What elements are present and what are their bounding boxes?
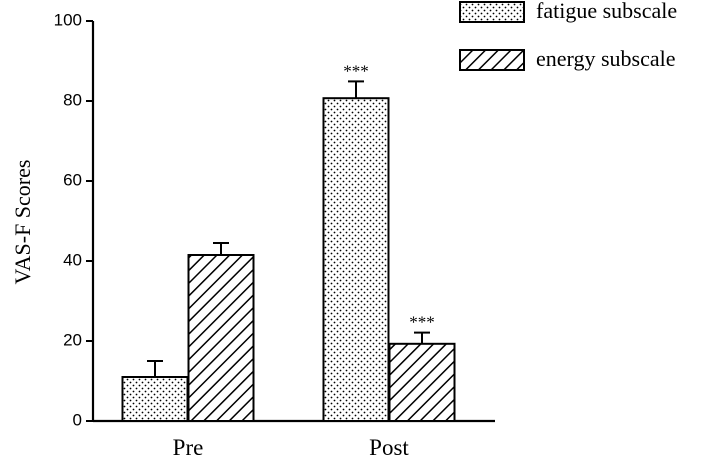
x-categories: Pre Post (173, 435, 410, 460)
bars: *** *** (121, 61, 456, 422)
legend: fatigue subscale energy subscale (459, 0, 677, 71)
significance-marker: *** (409, 313, 435, 332)
x-category-label: Pre (173, 435, 204, 460)
y-tick-label: 80 (63, 90, 82, 109)
legend-swatch (459, 1, 525, 23)
y-tick-label: 20 (63, 330, 82, 349)
y-tick-label: 60 (63, 170, 82, 189)
x-category-label: Post (369, 435, 409, 460)
y-tick-label: 100 (54, 10, 82, 29)
bar-fatigue-post (322, 97, 390, 422)
legend-swatch (459, 49, 525, 71)
y-tick-label: 0 (73, 410, 82, 429)
y-ticks: 0 20 40 60 80 100 (54, 10, 93, 429)
y-tick-label: 40 (63, 250, 82, 269)
bar-energy-post (388, 342, 456, 422)
legend-label: energy subscale (536, 46, 676, 71)
bar-energy-pre (187, 254, 255, 422)
y-axis-label: VAS-F Scores (10, 160, 35, 285)
significance-marker: *** (343, 61, 369, 80)
legend-label: fatigue subscale (536, 0, 677, 23)
bar-fatigue-pre (121, 376, 189, 422)
